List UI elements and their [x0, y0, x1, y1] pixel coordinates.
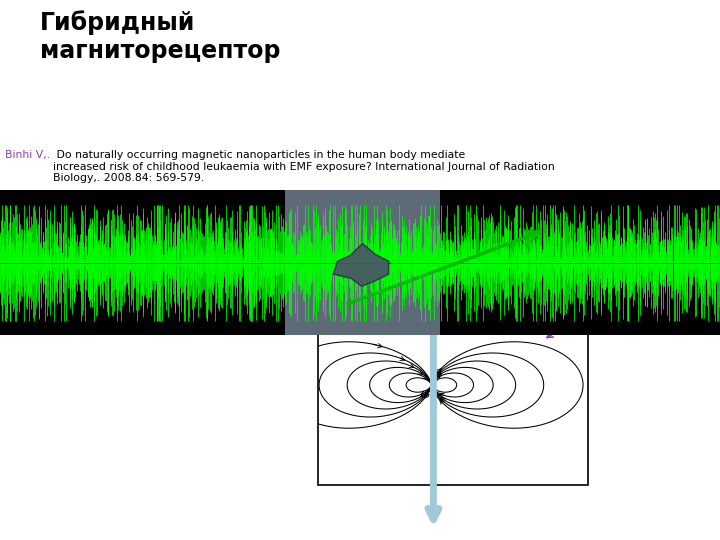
Text: криптохром: криптохром: [613, 219, 718, 237]
Text: 106: 106: [203, 238, 225, 248]
Text: Cai J.: Cai J.: [5, 222, 32, 232]
Text: Binhi V,.: Binhi V,.: [5, 150, 50, 160]
Text: K.Kavokin, «Can a hybrid chemical-ferromagnetic model of the avian compass expla: K.Kavokin, «Can a hybrid chemical-ferrom…: [5, 230, 562, 252]
Text: Quantum probe and design for a chemical compass with magnetic nanostructures. Ph: Quantum probe and design for a chemical …: [36, 222, 525, 244]
Polygon shape: [333, 244, 389, 286]
Text: Гибридный
магниторецептор: Гибридный магниторецептор: [40, 10, 281, 63]
Text: B: B: [423, 216, 438, 235]
Text: PloS One 12 (3), e0173887 (2017): PloS One 12 (3), e0173887 (2017): [5, 258, 196, 268]
Bar: [318, 285, 588, 485]
Text: Do naturally occurring magnetic nanoparticles in the human body mediate
increase: Do naturally occurring magnetic nanopart…: [53, 150, 554, 183]
Bar: [285, 190, 440, 335]
Bar: [0, 190, 720, 335]
Text: : 100501: : 100501: [221, 238, 270, 248]
